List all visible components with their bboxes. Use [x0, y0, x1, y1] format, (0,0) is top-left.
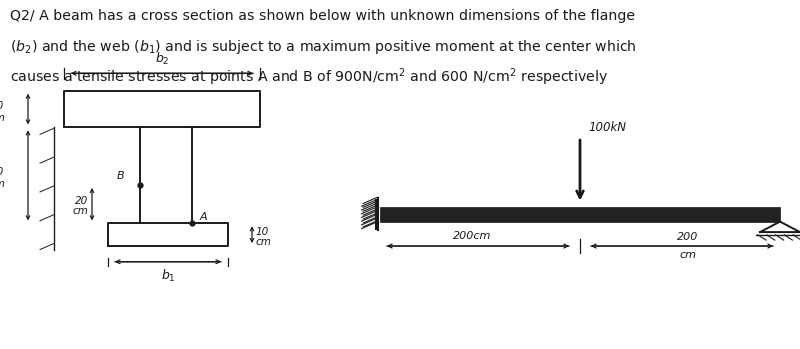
Text: $(b_2)$ and the web $(b_1)$ and is subject to a maximum positive moment at the c: $(b_2)$ and the web $(b_1)$ and is subje…: [10, 38, 637, 56]
Text: 200: 200: [678, 232, 698, 242]
Text: 200cm: 200cm: [453, 231, 491, 241]
Text: $b_2$: $b_2$: [154, 51, 170, 67]
Text: 10: 10: [0, 101, 4, 111]
Text: cm: cm: [0, 113, 6, 123]
Text: $b_1$: $b_1$: [161, 268, 175, 284]
Text: 20: 20: [74, 196, 88, 206]
Text: causes a tensile stresses at points A and B of 900N/cm$^2$ and 600 N/cm$^2$ resp: causes a tensile stresses at points A an…: [10, 67, 609, 88]
Text: cm: cm: [72, 206, 88, 216]
Text: cm: cm: [679, 250, 697, 260]
Text: Q2/ A beam has a cross section as shown below with unknown dimensions of the fla: Q2/ A beam has a cross section as shown …: [10, 9, 635, 23]
Text: B: B: [116, 171, 124, 181]
Bar: [380, 207, 780, 222]
Text: 10: 10: [256, 227, 270, 237]
Text: cm: cm: [0, 179, 6, 189]
Text: 100kN: 100kN: [588, 121, 626, 134]
Text: 50: 50: [0, 167, 4, 177]
Text: cm: cm: [256, 237, 272, 247]
Text: A: A: [200, 211, 208, 222]
